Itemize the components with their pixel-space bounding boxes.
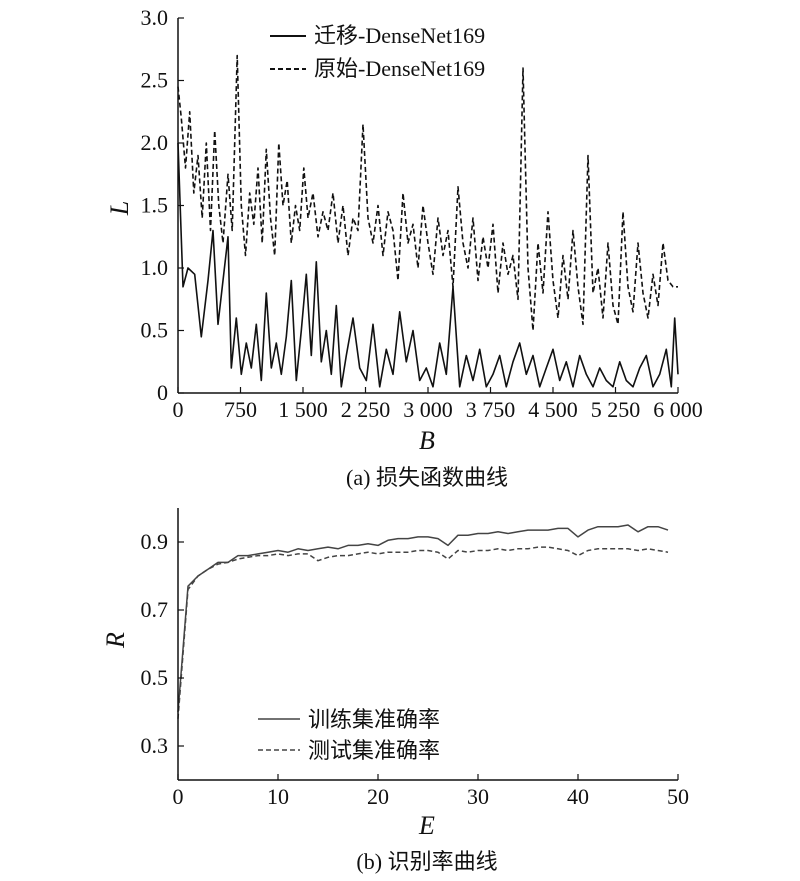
rate-x-axis-title: E xyxy=(418,811,435,840)
loss-y-tick-label: 2.5 xyxy=(141,68,169,93)
rate-y-tick-label: 0.5 xyxy=(141,665,169,690)
rate-x-tick-label: 0 xyxy=(173,784,184,809)
recognition-rate-chart: 0 10 20 30 40 50 0.3 0.5 0.7 0.9 E R 训练集准确率 测试集准确… xyxy=(101,508,689,874)
loss-x-tick-label: 0 xyxy=(173,397,184,422)
loss-y-tick-label: 0.5 xyxy=(141,318,169,343)
loss-ticks: 0 750 1 500 2 250 3 000 3 750 4 500 5 250 6 000 0… xyxy=(141,5,703,422)
rate-series-dashed-line xyxy=(177,546,669,719)
loss-x-tick-label: 6 000 xyxy=(653,397,703,422)
loss-y-tick-label: 0 xyxy=(157,380,168,405)
rate-axes xyxy=(177,508,678,781)
loss-series-layer xyxy=(177,54,679,388)
loss-series-solid-line xyxy=(177,142,679,388)
loss-x-tick-label: 750 xyxy=(224,397,257,422)
loss-caption: (a) 损失函数曲线 xyxy=(346,465,508,490)
rate-y-axis-title: R xyxy=(101,632,130,649)
loss-y-tick-label: 3.0 xyxy=(141,5,169,30)
loss-x-tick-label: 1 500 xyxy=(278,397,328,422)
loss-y-tick-label: 1.0 xyxy=(141,255,169,280)
rate-x-tick-label: 50 xyxy=(667,784,689,809)
loss-series-dashed-line xyxy=(177,54,678,332)
legend-label-transfer: 迁移-DenseNet169 xyxy=(314,23,485,48)
rate-y-tick-label: 0.9 xyxy=(141,529,169,554)
loss-legend: 迁移-DenseNet169 原始-DenseNet169 xyxy=(270,23,485,81)
rate-caption: (b) 识别率曲线 xyxy=(356,849,497,874)
loss-y-tick-label: 2.0 xyxy=(141,130,169,155)
loss-x-tick-label: 3 750 xyxy=(466,397,516,422)
legend-label-train: 训练集准确率 xyxy=(308,707,440,732)
rate-x-tick-label: 40 xyxy=(567,784,589,809)
loss-x-tick-label: 4 500 xyxy=(528,397,578,422)
legend-label-original: 原始-DenseNet169 xyxy=(314,56,485,81)
rate-series-layer xyxy=(177,524,669,719)
rate-x-tick-label: 30 xyxy=(467,784,489,809)
rate-x-tick-label: 10 xyxy=(267,784,289,809)
loss-x-tick-label: 2 250 xyxy=(341,397,391,422)
rate-x-tick-label: 20 xyxy=(367,784,389,809)
loss-y-axis-title: L xyxy=(105,201,134,216)
loss-x-tick-label: 5 250 xyxy=(591,397,641,422)
rate-legend: 训练集准确率 测试集准确率 xyxy=(258,707,440,763)
loss-chart: 0 750 1 500 2 250 3 000 3 750 4 500 5 250 6 000 0… xyxy=(105,5,703,490)
loss-y-tick-label: 1.5 xyxy=(141,193,169,218)
loss-x-axis-title: B xyxy=(419,426,435,455)
legend-label-test: 测试集准确率 xyxy=(308,738,440,763)
loss-x-tick-label: 3 000 xyxy=(403,397,453,422)
rate-ticks: 0 10 20 30 40 50 0.3 0.5 0.7 0.9 xyxy=(141,529,690,809)
rate-y-tick-label: 0.3 xyxy=(141,733,169,758)
rate-series-solid-line xyxy=(177,524,669,713)
rate-y-tick-label: 0.7 xyxy=(141,597,169,622)
